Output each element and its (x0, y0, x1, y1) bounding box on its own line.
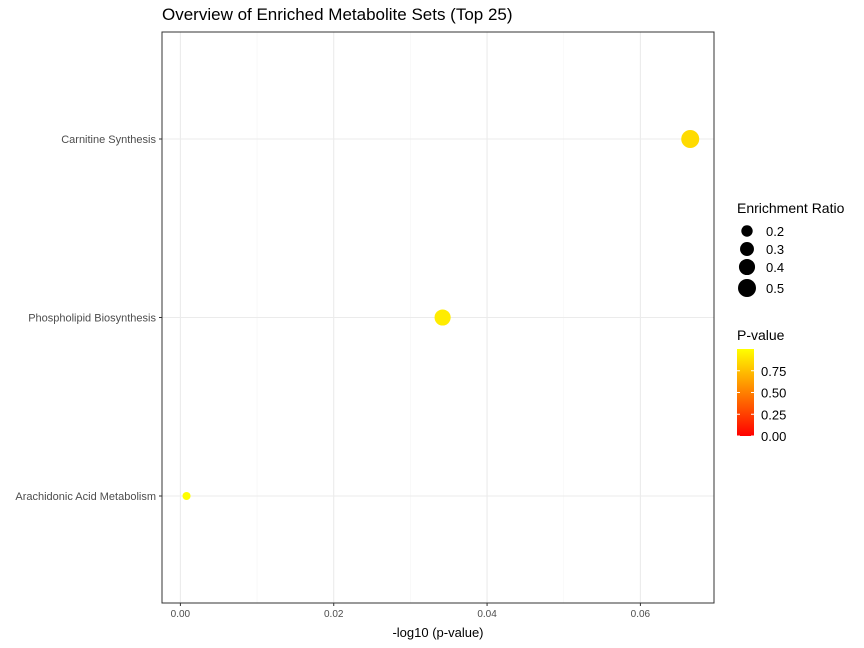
size-legend-key (738, 279, 756, 297)
colorbar-label: 0.75 (761, 364, 786, 379)
size-legend-label: 0.5 (766, 281, 784, 296)
x-axis-ticks: 0.00 0.02 0.04 0.06 (171, 603, 651, 620)
size-legend-label: 0.3 (766, 242, 784, 257)
x-tick-label: 0.00 (171, 609, 191, 620)
colorbar-label: 0.50 (761, 386, 786, 401)
grid-lines (162, 32, 714, 603)
x-tick-label: 0.06 (631, 609, 651, 620)
colorbar-label: 0.00 (761, 429, 786, 444)
y-tick-label: Phospholipid Biosynthesis (28, 313, 156, 325)
plot-panel (161, 31, 715, 604)
x-tick-label: 0.04 (477, 609, 497, 620)
colorbar-label: 0.25 (761, 407, 786, 422)
data-points (182, 130, 700, 501)
size-legend-key (740, 242, 754, 256)
p-value-legend: P-value 0.00 0.25 0.50 0.75 (737, 327, 786, 444)
data-point (182, 491, 191, 501)
data-point (434, 309, 451, 326)
size-legend-key (741, 225, 753, 237)
chart-title: Overview of Enriched Metabolite Sets (To… (162, 5, 513, 24)
size-legend-label: 0.2 (766, 224, 784, 239)
size-legend-key (738, 258, 756, 276)
x-axis-title: -log10 (p-value) (392, 625, 483, 640)
y-tick-label: Arachidonic Acid Metabolism (15, 491, 156, 503)
y-tick-label: Carnitine Synthesis (61, 134, 156, 146)
size-legend-title: Enrichment Ratio (737, 200, 845, 216)
data-point (681, 130, 700, 148)
y-axis-labels: Carnitine Synthesis Phospholipid Biosynth… (15, 134, 162, 503)
size-legend: Enrichment Ratio 0.2 0.3 0.4 0.5 (737, 200, 845, 297)
x-tick-label: 0.02 (324, 609, 344, 620)
p-value-colorbar (737, 349, 754, 436)
p-value-legend-title: P-value (737, 327, 785, 343)
size-legend-label: 0.4 (766, 260, 784, 275)
